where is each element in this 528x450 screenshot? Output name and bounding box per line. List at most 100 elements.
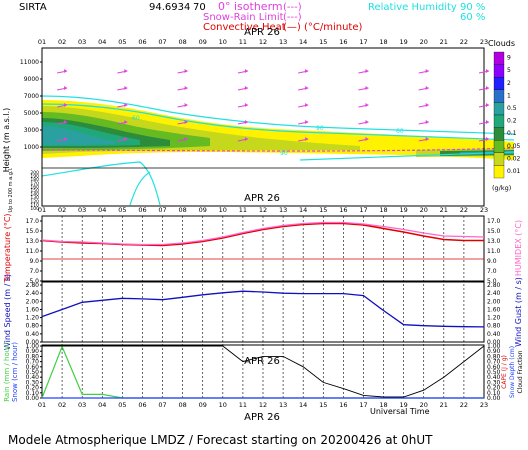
forecast-caption: Modele Atmospherique LMDZ / Forecast sta… bbox=[8, 433, 433, 447]
temp-ytick: 15.0 bbox=[26, 228, 40, 235]
hour-label-bot: 07 bbox=[158, 401, 166, 409]
hour-label-mid: 06 bbox=[138, 206, 146, 214]
wind-barb-head bbox=[244, 120, 248, 124]
hour-label-bot: 09 bbox=[199, 401, 207, 409]
cloud-fraction-ylabel: Cloud Fraction bbox=[517, 350, 524, 393]
rain-ytick: 0.70 bbox=[26, 359, 40, 366]
wind-barb-head bbox=[124, 86, 128, 90]
wind-barb-head bbox=[365, 69, 369, 73]
temp-ytick-right: 15.0 bbox=[487, 228, 501, 235]
hour-label-bot: 11 bbox=[239, 401, 247, 409]
hour-label-top: 06 bbox=[138, 38, 146, 46]
rh-60-label: 60 % bbox=[460, 12, 485, 23]
hour-label-bot: 03 bbox=[78, 401, 86, 409]
hour-label-bot: 17 bbox=[359, 401, 367, 409]
wind-barb-head bbox=[425, 120, 429, 124]
wind-ytick: 2.80 bbox=[26, 282, 40, 289]
cape-ylabel: CAPE (J / g) bbox=[501, 355, 508, 389]
hour-label-mid: 23 bbox=[480, 206, 488, 214]
wind-barb-head bbox=[124, 120, 128, 124]
isotherm-label: 0° isotherm bbox=[218, 0, 283, 13]
wind-ytick-right: 0.80 bbox=[487, 323, 501, 330]
colorbar-tick: 0.01 bbox=[507, 168, 521, 175]
hour-label-mid: 04 bbox=[98, 206, 106, 214]
convective-label: Convective Heat bbox=[203, 22, 286, 33]
snow-rain-label: Snow-Rain Limit bbox=[203, 12, 284, 23]
colorbar-swatch bbox=[493, 77, 505, 90]
rh-contours bbox=[41, 95, 515, 206]
wind-ytick-right: 0.00 bbox=[487, 339, 501, 346]
rain-ytick: 0.10 bbox=[26, 390, 40, 397]
cloud-ytick: 7000 bbox=[24, 93, 39, 100]
isotherm-key: (---) bbox=[283, 2, 302, 13]
temp-ytick-right: 5.0 bbox=[487, 278, 497, 285]
colorbar-swatch bbox=[493, 64, 505, 78]
colorbar-tick: 5 bbox=[507, 67, 511, 74]
wind-barb-head bbox=[486, 120, 489, 124]
hour-label-bot: 08 bbox=[178, 401, 186, 409]
wind-barb-head bbox=[425, 103, 429, 107]
wind-barb-head bbox=[184, 120, 188, 124]
hour-label-top: 04 bbox=[98, 38, 106, 46]
wind-ytick-right: 2.80 bbox=[487, 282, 501, 289]
cloud-ylabel-2: Up to 200 m a.g.l. bbox=[8, 167, 14, 212]
colorbar-tick: 1 bbox=[507, 92, 511, 99]
wind-barb-head bbox=[425, 86, 429, 90]
hour-label-mid: 13 bbox=[279, 206, 287, 214]
temp-ytick-right: 13.0 bbox=[487, 238, 501, 245]
cloud-ytick: 5000 bbox=[24, 110, 39, 117]
temp-ytick: 9.0 bbox=[29, 258, 39, 265]
hour-label-mid: 01 bbox=[38, 206, 46, 214]
contour-label-4: 90 bbox=[280, 150, 288, 157]
convective-key: (—) (°C/minute) bbox=[283, 22, 363, 33]
hour-label-mid: 02 bbox=[58, 206, 66, 214]
temp-ytick: 17.0 bbox=[26, 218, 40, 225]
hour-label-bot: 12 bbox=[259, 401, 267, 409]
wind-ytick: 0.80 bbox=[26, 323, 40, 330]
hour-label-mid: 21 bbox=[440, 206, 448, 214]
temp-ytick-right: 7.0 bbox=[487, 268, 497, 275]
panel-frame-cloud bbox=[41, 47, 485, 207]
hour-label-top: 19 bbox=[399, 38, 407, 46]
station-value: 94.6934 bbox=[149, 2, 190, 13]
rain-ytick-right: 0.40 bbox=[487, 374, 501, 381]
contour-label-2: 90 bbox=[316, 125, 324, 132]
colorbar-swatch bbox=[493, 140, 505, 153]
hour-label-top: 09 bbox=[199, 38, 207, 46]
temp-ytick-right: 17.0 bbox=[487, 218, 501, 225]
colorbar-swatch bbox=[493, 51, 505, 65]
rain-ytick-right: 1.00 bbox=[487, 343, 501, 350]
hour-label-mid: 19 bbox=[399, 206, 407, 214]
rh-60-contour bbox=[41, 95, 515, 135]
wind-barb-head bbox=[64, 86, 68, 90]
wind-series-wind-speed bbox=[41, 290, 485, 328]
hour-label-bot: 18 bbox=[379, 401, 387, 409]
cloud-ytick: 9000 bbox=[24, 76, 39, 83]
temp-ytick: 13.0 bbox=[26, 238, 40, 245]
contour-label-1: 60 bbox=[132, 115, 140, 122]
hour-label-mid: 10 bbox=[219, 206, 227, 214]
hour-label-top: 17 bbox=[359, 38, 367, 46]
rh-mid-contour bbox=[299, 151, 515, 161]
rh-90-contour bbox=[41, 103, 515, 141]
hour-label-top: 21 bbox=[440, 38, 448, 46]
hour-label-mid: 05 bbox=[118, 206, 126, 214]
hour-label-top: 18 bbox=[379, 38, 387, 46]
rain-ytick-right: 0.90 bbox=[487, 348, 501, 355]
hour-label-top: 22 bbox=[460, 38, 468, 46]
colorbar-tick: 0.1 bbox=[507, 130, 517, 137]
hour-label-top: 16 bbox=[339, 38, 347, 46]
colorbar-unit: (g/kg) bbox=[492, 184, 511, 192]
hour-label-mid: 11 bbox=[239, 206, 247, 214]
rain-ytick-right: 0.30 bbox=[487, 379, 501, 386]
wind-barb-head bbox=[244, 103, 248, 107]
hour-label-mid: 14 bbox=[299, 206, 307, 214]
colorbar-title: Clouds bbox=[488, 39, 515, 48]
hour-label-mid: 09 bbox=[199, 206, 207, 214]
colorbar-swatch bbox=[493, 127, 505, 141]
temp-ytick: 7.0 bbox=[29, 268, 39, 275]
hour-label-top: 14 bbox=[299, 38, 307, 46]
rain-ytick-right: 0.00 bbox=[487, 395, 501, 402]
wind-barb-head bbox=[486, 103, 489, 107]
